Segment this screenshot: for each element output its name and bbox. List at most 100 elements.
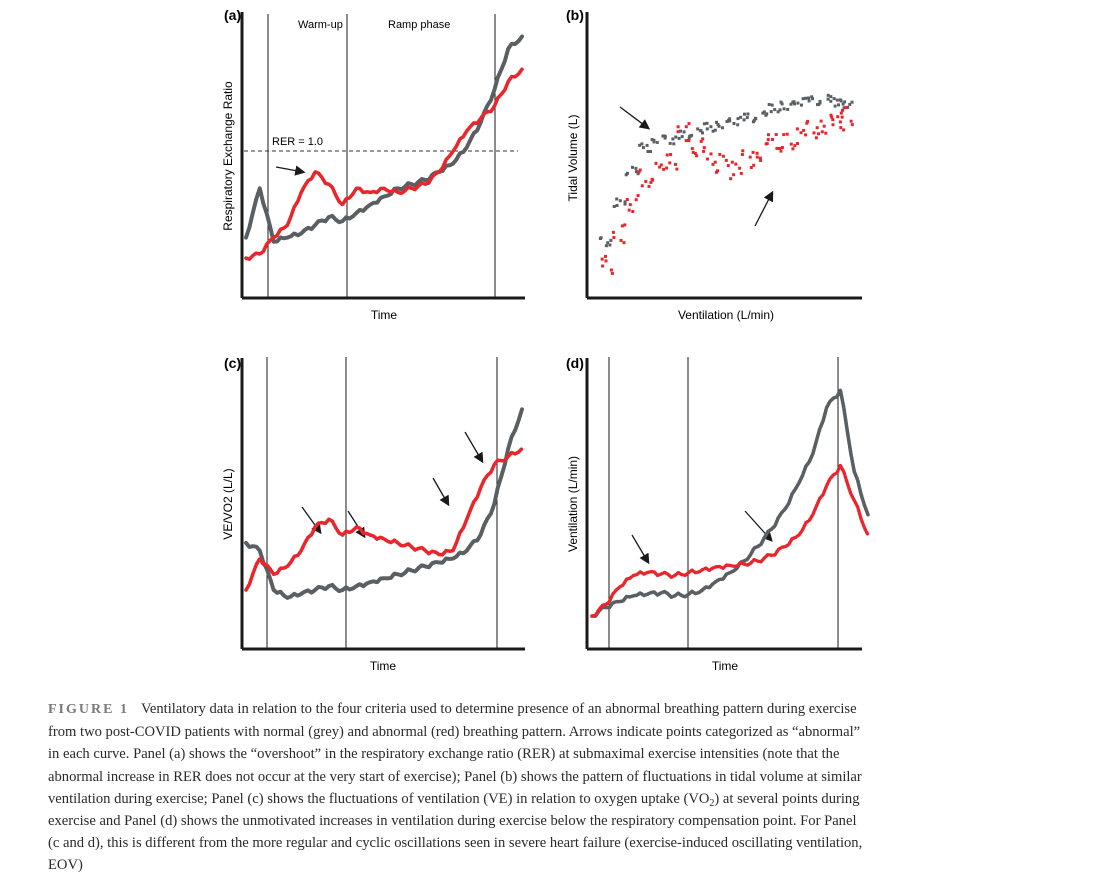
panel-b-point (820, 130, 824, 134)
panel-b-point (826, 93, 830, 97)
panel-b-point (752, 163, 756, 167)
panel-b-point (789, 142, 793, 146)
panel-d: (d) Time Ventilation (L/min) (566, 355, 870, 673)
panel-b-point (839, 99, 843, 103)
panel-a-label: (a) (224, 7, 241, 23)
panel-b-point (742, 118, 746, 122)
panel-b-point (691, 150, 695, 154)
panel-b-point (838, 120, 842, 124)
panel-c-arrow-4 (464, 431, 484, 464)
panel-b-point (836, 115, 840, 119)
panel-b-point (612, 236, 616, 239)
panel-b-point (792, 100, 796, 104)
panel-b-point (770, 103, 774, 107)
panel-b-point (805, 121, 809, 125)
caption-line-7: (c and d), this is different from the mo… (48, 835, 863, 852)
panel-b-point (658, 165, 662, 169)
panel-b-point (672, 142, 676, 146)
panel-b-point (767, 103, 771, 106)
panel-b-point (604, 259, 608, 263)
panel-b-point (716, 123, 720, 126)
panel-b-point (829, 95, 833, 99)
panel-c-abnormal-series (244, 446, 524, 592)
panel-d-x-label: Time (712, 659, 739, 673)
panel-b-point (626, 171, 629, 175)
panel-b-point (755, 155, 759, 159)
panel-b-point (800, 103, 803, 107)
caption-line-5-text: ventilation during exercise; Panel (c) s… (48, 790, 710, 807)
panel-b-point (732, 122, 736, 125)
panel-b-point (841, 102, 845, 106)
panel-b-arrow-lower (754, 190, 774, 227)
panel-b-point (709, 152, 713, 156)
panel-b-point (612, 205, 616, 208)
panel-b-point (715, 120, 718, 124)
panel-b-point (701, 137, 705, 141)
panel-b-point (767, 133, 770, 137)
panel-c-y-label: VE/VO2 (L/L) (221, 468, 235, 539)
panel-b-point (668, 161, 672, 165)
panel-b-point (814, 136, 818, 140)
panel-c: (c) Time VE/VO2 (L/L) (221, 355, 525, 673)
panel-b-point (627, 208, 631, 212)
panel-b-point (796, 101, 800, 105)
panel-b-point (701, 131, 704, 135)
panel-b-point (659, 163, 663, 167)
panel-b-point (748, 155, 752, 159)
panel-b-point (806, 119, 810, 123)
panel-b-point (631, 165, 634, 169)
panel-b-point (835, 98, 839, 102)
caption-line-5-subscript: 2 (709, 797, 715, 809)
panel-b-point (785, 132, 789, 136)
panel-b-point (705, 157, 709, 161)
panel-b-point (682, 130, 686, 134)
panel-b-point (782, 133, 786, 137)
panel-b-y-label: Tidal Volume (L) (566, 115, 580, 202)
figure-panels: (a) Warm-up Ramp phase RER = 1.0 Time Re… (221, 7, 870, 673)
panel-b-abnormal-series (600, 106, 854, 275)
panel-b-point (842, 106, 846, 110)
panel-b-point (749, 166, 753, 169)
panel-b-point (840, 115, 844, 119)
panel-b-point (780, 102, 784, 106)
panel-b-point (739, 115, 743, 119)
panel-b-point (741, 149, 745, 153)
panel-b-point (734, 162, 738, 166)
panel-b-point (655, 140, 659, 144)
panel-b-point (668, 141, 672, 145)
panel-b-point (793, 144, 797, 148)
panel-b-label: (b) (566, 7, 584, 23)
panel-b-arrow-upper (619, 106, 651, 130)
panel-b-point (730, 160, 734, 164)
panel-b-point (649, 180, 653, 184)
panel-b-point (831, 118, 835, 122)
panel-b-point (623, 200, 627, 204)
panel-c-x-label: Time (370, 659, 397, 673)
panel-b-point (839, 126, 843, 130)
panel-d-abnormal-series (590, 463, 870, 618)
panel-b-point (729, 177, 733, 181)
panel-b-point (721, 126, 724, 130)
panel-b-point (698, 129, 702, 133)
panel-a-arrow (275, 165, 306, 176)
panel-b-point (833, 104, 837, 108)
panel-b-point (842, 128, 846, 132)
panel-b-point (799, 131, 803, 135)
panel-b-point (822, 124, 826, 128)
caption-line-8: EOV) (48, 857, 83, 874)
panel-b-point (696, 127, 700, 131)
panel-b-point (779, 149, 783, 153)
panel-b-point (795, 127, 799, 131)
panel-c-arrow-3 (432, 477, 450, 507)
caption-line-3: in each curve. Panel (a) shows the “over… (48, 746, 840, 763)
panel-b-point (771, 137, 774, 141)
panel-b-point (740, 153, 744, 156)
panel-b-point (843, 100, 847, 104)
panel-b-point (829, 99, 833, 103)
panel-b-point (608, 243, 612, 247)
panel-b-point (702, 146, 706, 150)
panel-b-point (611, 230, 615, 234)
panel-b-point (746, 112, 750, 116)
panel-b-point (745, 116, 749, 120)
panel-b-point (815, 126, 819, 130)
